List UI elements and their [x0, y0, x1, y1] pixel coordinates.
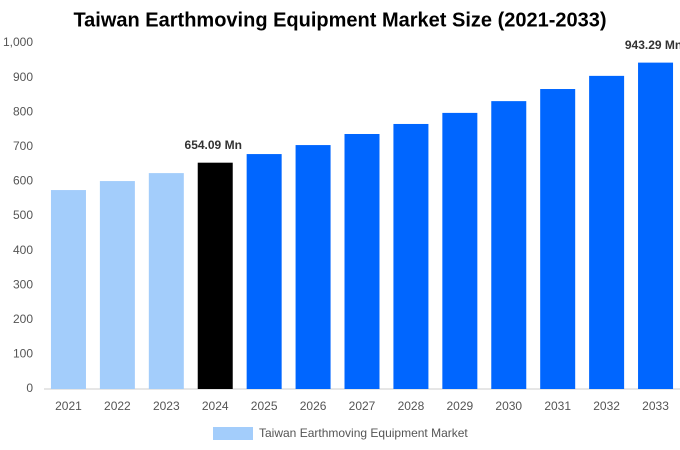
y-tick-label: 1,000 [3, 35, 33, 49]
x-tick-label: 2022 [104, 399, 131, 413]
y-tick-label: 700 [13, 139, 33, 153]
bar [246, 154, 282, 389]
bar [442, 112, 478, 389]
y-tick-label: 200 [13, 312, 33, 326]
y-tick-label: 300 [13, 277, 33, 291]
bar [589, 75, 625, 390]
x-tick-label: 2029 [446, 399, 473, 413]
x-tick-label: 2024 [202, 399, 229, 413]
x-tick-label: 2027 [349, 399, 376, 413]
x-tick-label: 2033 [642, 399, 669, 413]
legend-swatch [213, 427, 253, 440]
bar [197, 162, 233, 389]
bar [344, 133, 380, 389]
x-tick-label: 2025 [251, 399, 278, 413]
value-label: 654.09 Mn [185, 138, 242, 152]
y-tick-label: 600 [13, 174, 33, 188]
y-tick-label: 100 [13, 347, 33, 361]
x-tick-label: 2026 [300, 399, 327, 413]
x-tick-label: 2032 [593, 399, 620, 413]
x-tick-label: 2021 [55, 399, 82, 413]
bar [50, 190, 86, 389]
x-tick-label: 2031 [544, 399, 571, 413]
y-tick-label: 500 [13, 208, 33, 222]
y-tick-label: 0 [26, 381, 33, 395]
bar [295, 145, 331, 389]
bar [540, 89, 576, 389]
y-tick-label: 800 [13, 104, 33, 118]
y-tick-label: 900 [13, 70, 33, 84]
bar [148, 173, 184, 389]
x-tick-label: 2030 [495, 399, 522, 413]
y-tick-label: 400 [13, 243, 33, 257]
chart-title: Taiwan Earthmoving Equipment Market Size… [73, 9, 606, 31]
value-label: 943.29 Mn [625, 38, 680, 52]
x-tick-label: 2023 [153, 399, 180, 413]
bar [491, 101, 527, 390]
bar [638, 62, 674, 390]
bar [99, 181, 135, 389]
x-tick-label: 2028 [398, 399, 425, 413]
bar [393, 123, 429, 390]
legend-label: Taiwan Earthmoving Equipment Market [259, 426, 468, 440]
